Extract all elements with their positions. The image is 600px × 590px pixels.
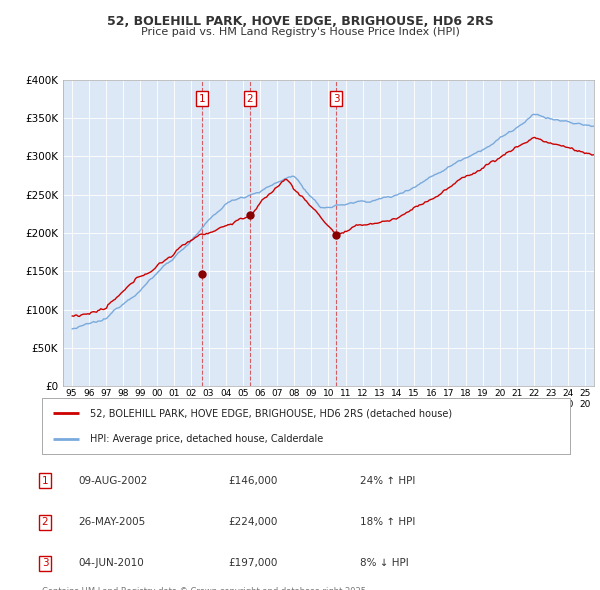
- Text: 04-JUN-2010: 04-JUN-2010: [78, 559, 144, 568]
- Text: Contains HM Land Registry data © Crown copyright and database right 2025.
This d: Contains HM Land Registry data © Crown c…: [42, 587, 368, 590]
- Text: 52, BOLEHILL PARK, HOVE EDGE, BRIGHOUSE, HD6 2RS: 52, BOLEHILL PARK, HOVE EDGE, BRIGHOUSE,…: [107, 15, 493, 28]
- Text: £146,000: £146,000: [228, 476, 277, 486]
- Text: 24% ↑ HPI: 24% ↑ HPI: [360, 476, 415, 486]
- Text: £224,000: £224,000: [228, 517, 277, 527]
- Text: £197,000: £197,000: [228, 559, 277, 568]
- Text: HPI: Average price, detached house, Calderdale: HPI: Average price, detached house, Cald…: [89, 434, 323, 444]
- Text: 2: 2: [247, 94, 253, 104]
- Text: 09-AUG-2002: 09-AUG-2002: [78, 476, 148, 486]
- Text: 2: 2: [41, 517, 49, 527]
- Text: 1: 1: [199, 94, 205, 104]
- Text: 26-MAY-2005: 26-MAY-2005: [78, 517, 145, 527]
- Text: 1: 1: [41, 476, 49, 486]
- Text: 18% ↑ HPI: 18% ↑ HPI: [360, 517, 415, 527]
- Text: 52, BOLEHILL PARK, HOVE EDGE, BRIGHOUSE, HD6 2RS (detached house): 52, BOLEHILL PARK, HOVE EDGE, BRIGHOUSE,…: [89, 408, 452, 418]
- Text: 3: 3: [333, 94, 340, 104]
- Text: Price paid vs. HM Land Registry's House Price Index (HPI): Price paid vs. HM Land Registry's House …: [140, 27, 460, 37]
- Text: 3: 3: [41, 559, 49, 568]
- Text: 8% ↓ HPI: 8% ↓ HPI: [360, 559, 409, 568]
